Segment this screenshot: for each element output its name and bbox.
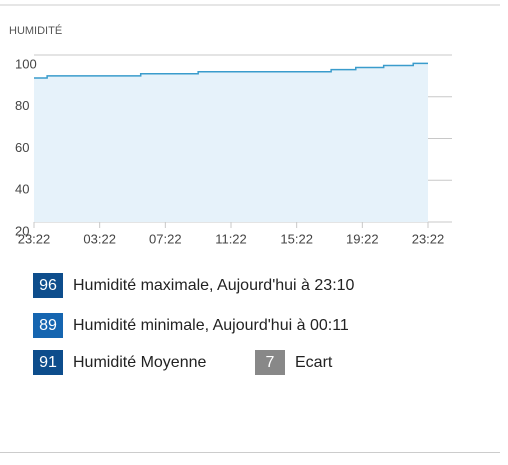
y-tick-label: 20: [15, 223, 29, 238]
stat-label: Humidité minimale, Aujourd'hui à 00:11: [73, 316, 349, 334]
y-tick-label: 40: [15, 182, 29, 197]
x-tick-label: 07:22: [149, 231, 182, 246]
x-tick-label: 15:22: [280, 231, 313, 246]
stat-label: Ecart: [295, 353, 333, 371]
stat-badge: 7: [255, 350, 285, 375]
stat-badge: 89: [33, 313, 63, 338]
stat-label: Humidité Moyenne: [73, 353, 207, 371]
stat-badge: 91: [33, 350, 63, 375]
stat-badge: 96: [33, 273, 63, 298]
x-tick-label: 03:22: [83, 231, 116, 246]
stat-row: 89 Humidité minimale, Aujourd'hui à 00:11: [33, 313, 349, 338]
bottom-border: [0, 452, 500, 453]
x-tick-label: 23:22: [412, 231, 445, 246]
stat-label: Humidité maximale, Aujourd'hui à 23:10: [73, 276, 355, 294]
stat-row: 91 Humidité Moyenne: [33, 350, 206, 375]
stat-row: 96 Humidité maximale, Aujourd'hui à 23:10: [33, 273, 354, 298]
stat-row: 7 Ecart: [255, 350, 332, 375]
x-tick-label: 23:22: [18, 231, 51, 246]
x-tick-label: 11:22: [215, 231, 247, 246]
x-tick-label: 19:22: [346, 231, 379, 246]
y-tick-label: 100: [15, 56, 37, 71]
area: [34, 63, 428, 222]
chart: HUMIDITÉ 20 40 60 80 100 23:22 03:22 07:22 11:22…: [0, 4, 500, 246]
line: [34, 62, 428, 79]
y-tick-label: 80: [15, 98, 29, 113]
y-tick-label: 60: [15, 140, 29, 155]
chart-title: HUMIDITÉ: [9, 24, 62, 37]
